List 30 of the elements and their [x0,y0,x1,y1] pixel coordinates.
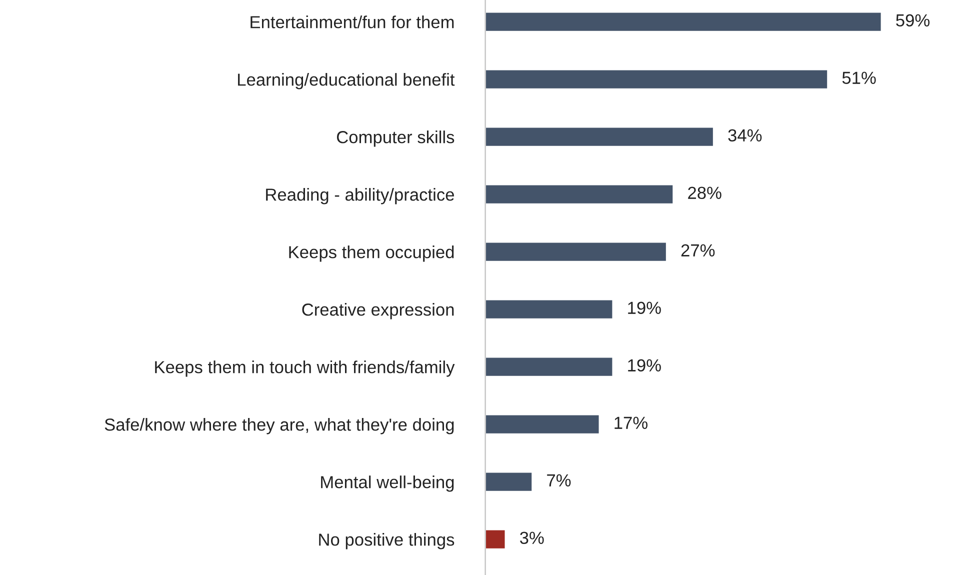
bar [485,11,882,32]
data-label: 3% [520,532,544,544]
y-tick-label: Mental well-being [321,476,454,492]
y-tick-label: Creative expression [302,303,454,320]
bar [485,241,668,262]
y-tick-label: Keeps them occupied [289,246,454,262]
data-label: 19% [628,359,661,372]
bar [485,356,614,378]
y-tick-label: Keeps them in touch with friends/family [155,360,455,377]
data-label: 19% [628,302,661,314]
bar [485,126,714,148]
bar [485,68,828,90]
data-label: 51% [842,72,876,84]
y-tick-label: Reading - ability/practice [266,188,454,204]
data-label: 59% [896,14,930,27]
y-tick-label: Learning/educational benefit [238,73,455,90]
y-tick-label: No positive things [319,533,454,550]
data-label: 34% [728,129,762,142]
bar [485,298,614,320]
data-label: 7% [547,474,571,486]
bar [485,471,534,492]
bar [485,528,506,550]
y-tick-label: Entertainment/fun for them [250,16,454,28]
data-label: 27% [681,244,715,256]
data-label: 17% [614,416,648,429]
y-tick-label: Computer skills [336,130,454,147]
y-tick-label: Safe/know where they are, what they're doing [104,418,454,434]
bar [485,414,600,435]
bar [485,184,674,205]
data-label: 28% [688,186,722,200]
